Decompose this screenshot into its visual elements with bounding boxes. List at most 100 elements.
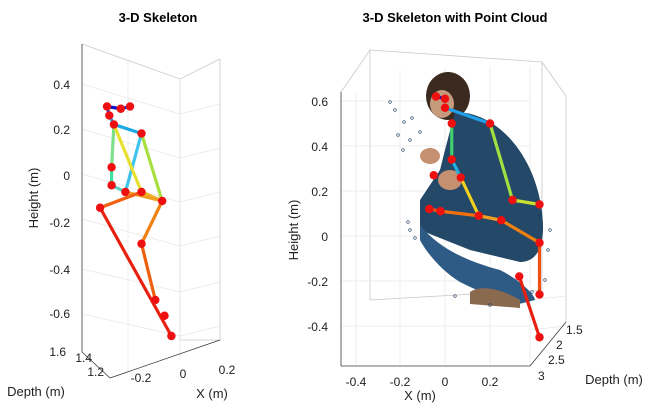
right-ytick: 0.2 [311,185,328,199]
skeleton-joint [105,111,114,120]
skeleton-bone [510,198,542,207]
skeleton-joint [508,195,517,205]
right-xtick: -0.2 [390,375,411,389]
right-ytick: 0.4 [311,140,328,154]
left-ytick: -0.2 [49,216,70,230]
left-x-axis-line [109,339,221,379]
right-ztick: 2 [556,338,563,352]
skeleton-joint [137,187,146,197]
skeleton-bone [488,121,515,202]
left-ztick: 1.6 [49,345,66,359]
skeleton-joint [456,173,465,182]
skeleton-joint [485,119,495,128]
left-xtick: -0.2 [131,371,152,385]
skeleton-joint [515,272,524,281]
skeleton-joint [160,311,169,320]
skeleton-joint [440,103,450,112]
pointcloud-legs [420,225,535,305]
skeleton-joint [167,331,176,341]
skeleton-bone [499,218,542,245]
skeleton-joint [158,196,167,206]
skeleton-joint [447,155,456,164]
right-ytick: 0 [321,230,328,244]
right-xtick: 0.2 [482,375,499,389]
skeleton-joint [535,238,544,247]
skeleton-joint [151,295,160,305]
skeleton-joint [107,163,116,172]
left-title: 3-D Skeleton [119,10,198,25]
pointcloud-hand [420,148,440,164]
skeleton-joint [535,290,544,299]
skeleton-bone [139,131,164,203]
left-z-axis-line [81,351,111,379]
right-axes: 3-D Skeleton with Point Cloud 0.6 0.4 [286,10,643,403]
right-box-top-right [541,61,567,97]
left-skeleton [95,102,176,341]
right-ylabel: Height (m) [286,200,301,261]
skeleton-bone [112,122,144,136]
right-xtick: 0 [442,375,449,389]
left-box-top [81,43,221,80]
left-ytick: 0 [63,169,70,183]
left-ylabel: Height (m) [26,168,41,229]
skeleton-joint [107,181,116,190]
left-ytick: -0.6 [49,307,70,321]
right-xlabel: X (m) [404,388,436,403]
skeleton-bone [109,122,116,169]
skeleton-joint [102,102,112,111]
skeleton-joint [497,216,506,225]
skeleton-joint [440,94,450,103]
skeleton-joint [535,333,544,342]
point-cloud [388,72,552,308]
skeleton-joint [431,92,441,101]
right-skeleton [425,92,544,342]
skeleton-joint [425,204,434,214]
skeleton-joint [137,129,146,138]
skeleton-bone [112,122,144,194]
skeleton-joint [474,211,483,220]
left-ztick: 1.2 [87,365,104,379]
skeleton-bone [438,209,481,218]
left-grid [81,61,221,372]
left-axes: 3-D Skeleton 0.4 0.2 0 -0.2 -0.4 -0.6 He… [7,10,236,401]
right-ztick: 1.5 [566,323,583,337]
skeleton-joint [116,104,126,113]
left-zlabel: Depth (m) [7,384,65,399]
skeleton-joint [436,207,445,216]
left-xtick: 0.2 [219,363,236,377]
right-zlabel: Depth (m) [585,372,643,387]
right-ztick: 2.5 [548,353,565,367]
left-ytick: 0.4 [53,78,70,92]
right-ytick: -0.2 [307,275,328,289]
left-xlabel: X (m) [196,386,228,401]
right-title: 3-D Skeleton with Point Cloud [363,10,548,25]
pointcloud-hand [438,170,462,190]
right-xtick: -0.4 [346,375,367,389]
skeleton-joint [429,171,438,180]
left-ztick: 1.4 [75,351,92,365]
skeleton-joint [125,102,135,111]
skeleton-joint [95,203,105,212]
right-ytick: -0.4 [307,320,328,334]
skeleton-bone [517,274,542,339]
skeleton-joint [447,119,456,128]
skeleton-joint [109,120,119,129]
right-z-axis-line [529,321,567,367]
right-ztick: 3 [538,369,545,383]
right-box-back [340,49,543,290]
skeleton-bone [123,190,164,203]
left-ytick: -0.4 [49,263,70,277]
pointcloud-shoe [470,288,520,308]
skeleton-bone [98,190,144,210]
left-xtick: 0 [180,367,187,381]
left-ytick: 0.2 [53,123,70,137]
right-ytick: 0.6 [311,95,328,109]
skeleton-joint [535,200,544,209]
skeleton-bone [123,131,144,194]
skeleton-bone [459,175,481,218]
pointcloud-torso [420,112,544,262]
skeleton-joint [137,239,146,248]
skeleton-bone [443,106,492,126]
